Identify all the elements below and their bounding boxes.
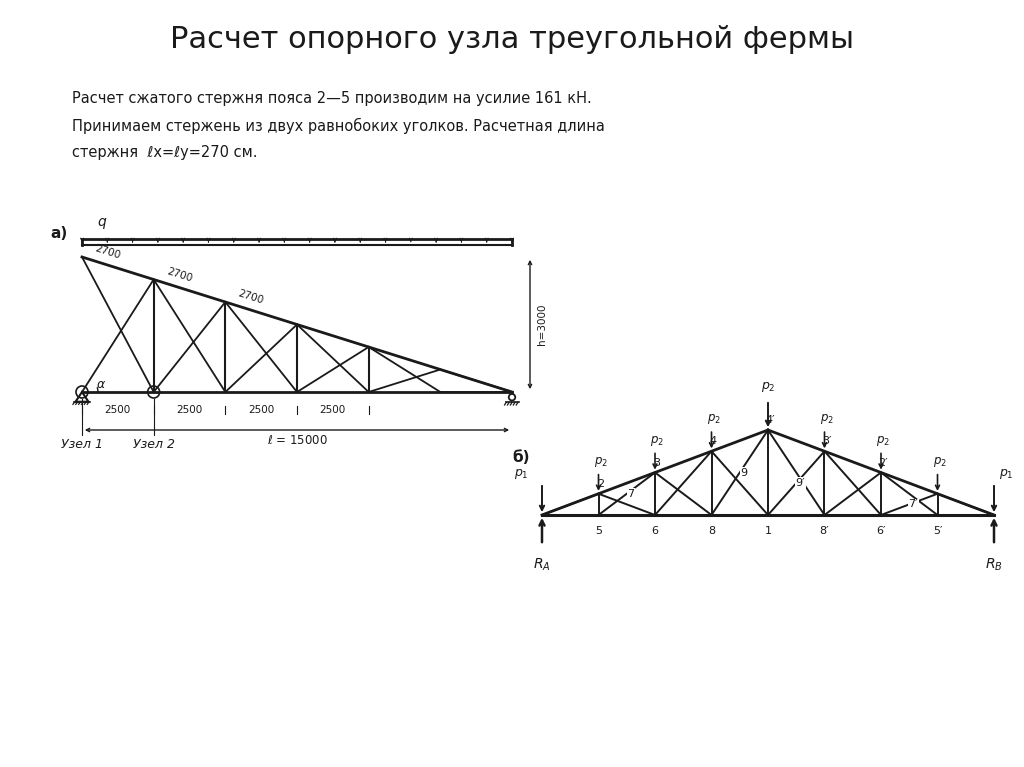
Text: 2500: 2500: [176, 405, 203, 415]
Text: $p_2$: $p_2$: [877, 433, 890, 447]
Text: $R_B$: $R_B$: [985, 557, 1002, 574]
Text: 1: 1: [765, 526, 771, 536]
Text: 7: 7: [627, 489, 634, 499]
Text: $p_2$: $p_2$: [707, 412, 721, 426]
Text: 6: 6: [651, 526, 658, 536]
Text: h=3000: h=3000: [537, 304, 547, 345]
Text: $p_2$: $p_2$: [819, 412, 834, 426]
Text: 4: 4: [710, 436, 717, 446]
Text: $p_2$: $p_2$: [761, 380, 775, 394]
Text: Принимаем стержень из двух равнобоких уголков. Расчетная длина: Принимаем стержень из двух равнобоких уг…: [72, 118, 605, 134]
Text: 8′: 8′: [819, 526, 829, 536]
Text: б): б): [512, 449, 530, 465]
Text: 2′: 2′: [879, 457, 888, 468]
Text: Расчет сжатого стержня пояса 2—5 производим на усилие 161 кН.: Расчет сжатого стержня пояса 2—5 произво…: [72, 91, 592, 107]
Text: 3′: 3′: [821, 436, 831, 446]
Text: α: α: [97, 378, 105, 391]
Text: 9: 9: [740, 468, 748, 478]
Text: Узел 2: Узел 2: [133, 437, 175, 450]
Text: 8: 8: [708, 526, 715, 536]
Text: $p_1$: $p_1$: [999, 467, 1014, 481]
Text: 2700: 2700: [166, 266, 194, 284]
Text: а): а): [51, 225, 68, 241]
Text: 3: 3: [653, 457, 660, 468]
Text: 9′: 9′: [796, 478, 805, 488]
Text: 2500: 2500: [104, 405, 131, 415]
Text: Расчет опорного узла треугольной фермы: Расчет опорного узла треугольной фермы: [170, 25, 854, 54]
Text: 2: 2: [597, 479, 604, 489]
Text: 4′: 4′: [765, 415, 775, 425]
Text: 2700: 2700: [238, 289, 265, 306]
Text: $R_A$: $R_A$: [534, 557, 551, 574]
Text: 2500: 2500: [319, 405, 346, 415]
Text: Узел 1: Узел 1: [61, 437, 103, 450]
Text: $\ell$ = 15000: $\ell$ = 15000: [266, 433, 328, 446]
Text: 5: 5: [595, 526, 602, 536]
Text: 6′: 6′: [877, 526, 886, 536]
Text: 7′: 7′: [908, 499, 919, 509]
Text: $p_2$: $p_2$: [933, 455, 946, 469]
Text: 2700: 2700: [94, 244, 122, 262]
Text: 5′: 5′: [933, 526, 942, 536]
Text: $p_2$: $p_2$: [650, 433, 664, 447]
Text: $p_1$: $p_1$: [514, 467, 529, 481]
Text: стержня  ℓx=ℓy=270 см.: стержня ℓx=ℓy=270 см.: [72, 146, 257, 160]
Text: $p_2$: $p_2$: [594, 455, 607, 469]
Text: q: q: [97, 215, 105, 229]
Text: 2500: 2500: [248, 405, 274, 415]
